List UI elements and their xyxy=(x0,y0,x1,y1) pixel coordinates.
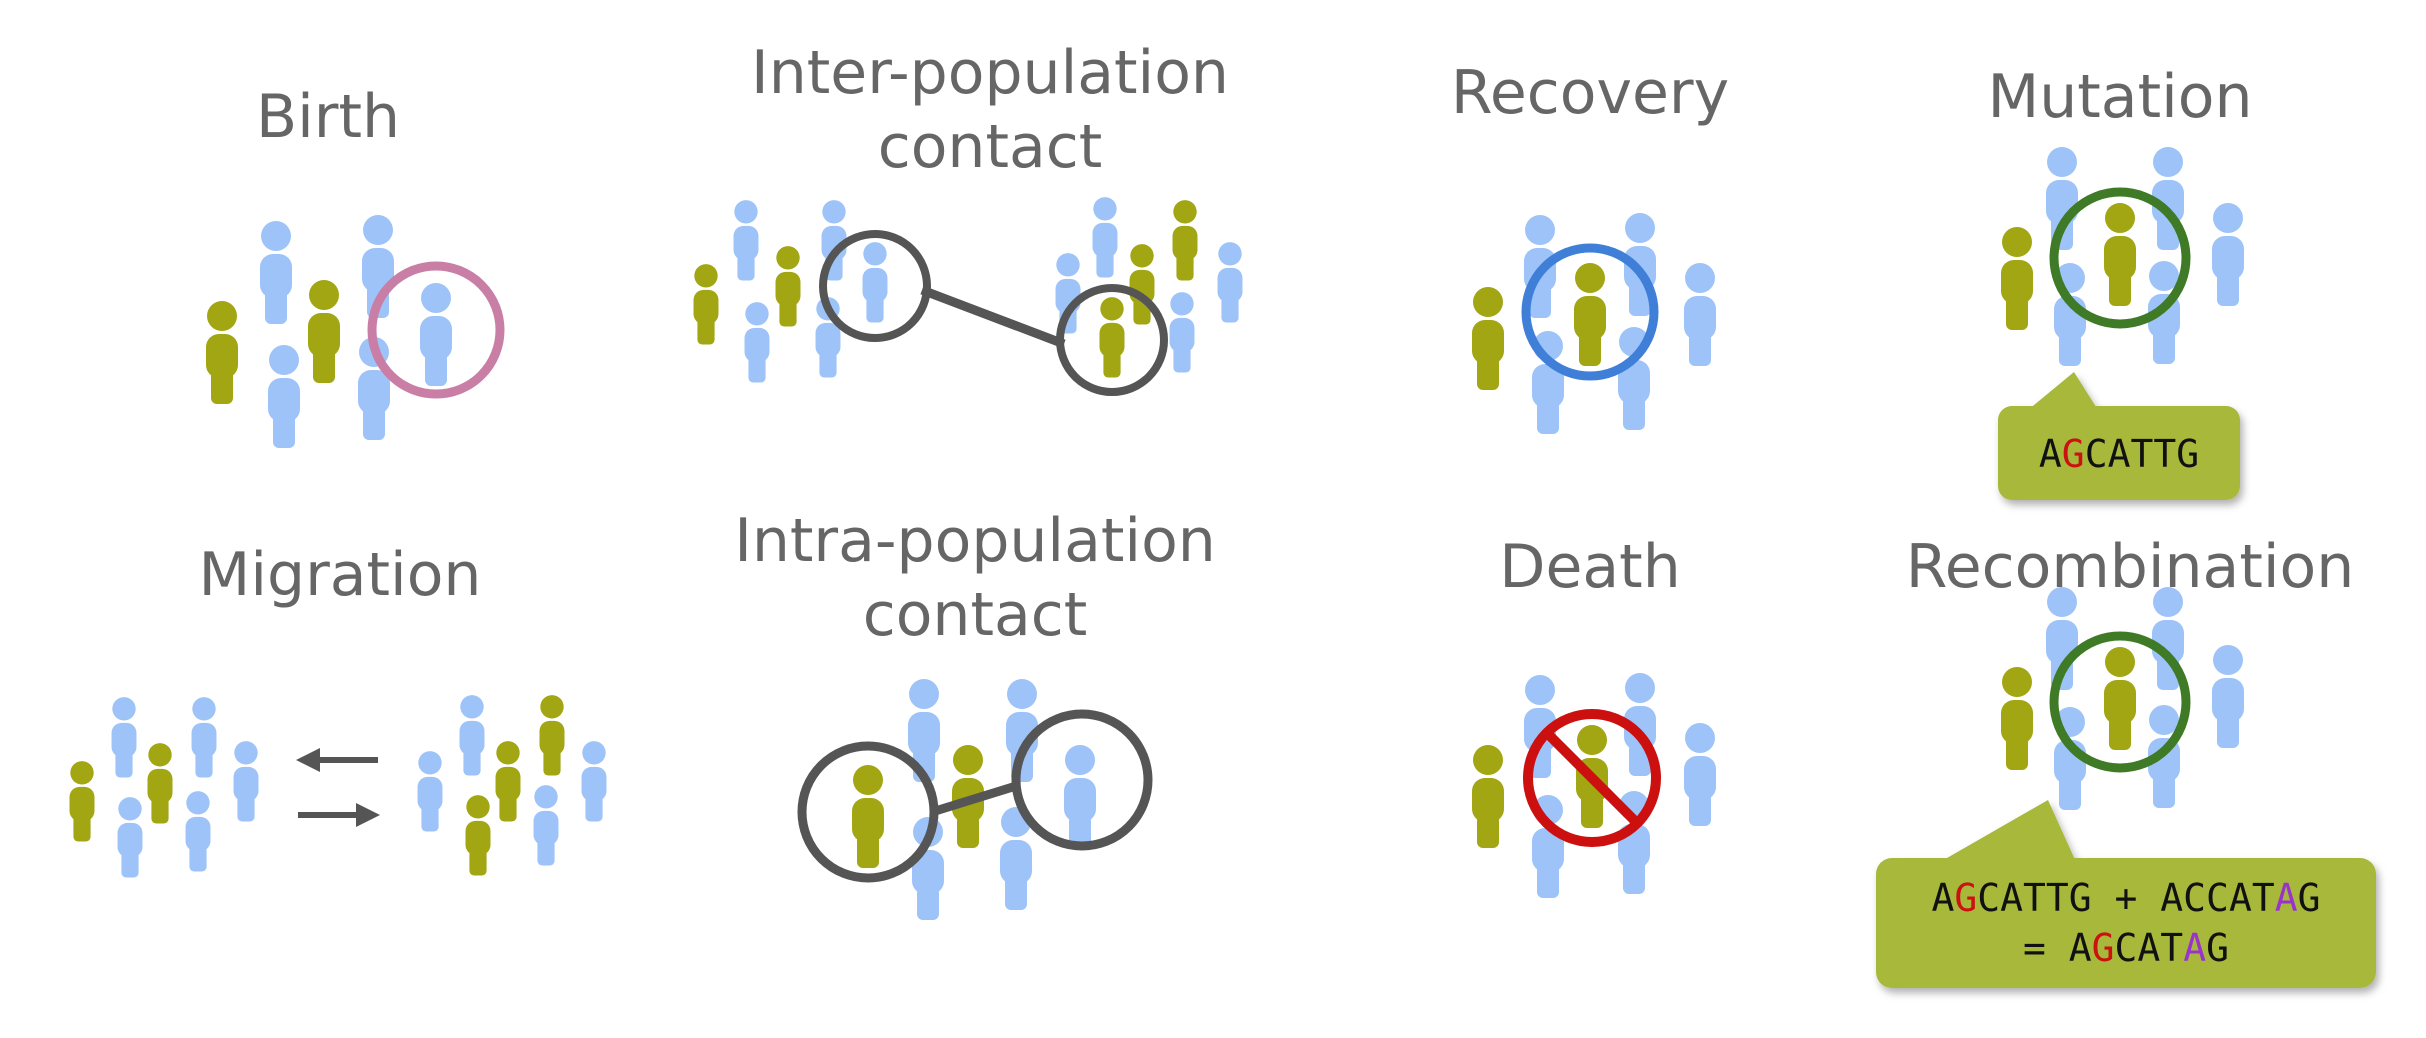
mutation-sequence: AGCATTG xyxy=(1998,428,2240,480)
inter-contact-connector-line-icon xyxy=(920,285,1066,349)
recombination-callout xyxy=(1876,800,2376,988)
person-icon xyxy=(260,221,292,324)
recombination-sequence-line1: AGCATTG + ACCATAG xyxy=(1876,872,2376,924)
mutation-circle-icon xyxy=(2049,187,2191,329)
person-icon xyxy=(308,280,340,383)
recomb-l2-part: G xyxy=(2206,926,2229,970)
recombination-circle-icon xyxy=(2049,631,2191,773)
person-icon xyxy=(268,345,300,448)
recomb-l2-part: CAT xyxy=(2114,926,2184,970)
inter-population-title-line1: Inter-population xyxy=(751,38,1229,108)
birth-title: Birth xyxy=(255,82,401,152)
recombination-title: Recombination xyxy=(1905,532,2355,602)
birth-population xyxy=(206,215,505,448)
migration-diagram xyxy=(69,695,607,878)
intra-contact-connector-line-icon xyxy=(930,781,1018,817)
recovery-title: Recovery xyxy=(1450,58,1730,128)
recovery-circle-icon xyxy=(1521,243,1659,381)
person-icon xyxy=(420,283,452,386)
recomb-l1-part: CATTG + ACCAT xyxy=(1977,876,2275,920)
mutation-callout xyxy=(1998,372,2240,500)
intra-population-diagram xyxy=(797,679,1153,920)
recomb-l2-red-base: G xyxy=(2091,926,2115,970)
death-title: Death xyxy=(1499,532,1681,602)
mutation-seq-mutated-base: G xyxy=(2061,432,2085,476)
recomb-l1-purple-base: A xyxy=(2274,876,2298,920)
recombination-sequence-line2: = AGCATAG xyxy=(1876,922,2376,974)
migration-arrow-left-icon xyxy=(296,748,378,772)
recomb-l1-part: A xyxy=(1931,876,1955,920)
recomb-l2-part: = A xyxy=(2023,926,2092,970)
recomb-l1-part: G xyxy=(2297,876,2321,920)
intra-population-title-line1: Intra-population xyxy=(734,506,1216,576)
migration-arrow-right-icon xyxy=(298,803,380,827)
recovery-diagram xyxy=(1472,213,1716,434)
birth-highlight-circle-icon xyxy=(367,261,505,399)
inter-population-title-line2: contact xyxy=(877,112,1103,182)
inter-contact-circle-icon xyxy=(1056,284,1168,396)
recomb-l2-purple-base: A xyxy=(2183,926,2207,970)
recombination-diagram xyxy=(1876,587,2376,988)
intra-population-title-line2: contact xyxy=(862,580,1088,650)
inter-contact-circle-icon xyxy=(819,230,931,342)
mutation-seq-post: CATTG xyxy=(2084,432,2200,476)
recomb-l1-red-base: G xyxy=(1954,876,1978,920)
person-icon xyxy=(206,301,238,404)
mutation-diagram xyxy=(1998,147,2244,500)
intra-contact-circle-icon xyxy=(797,741,939,883)
migration-title: Migration xyxy=(198,540,482,610)
intra-contact-circle-icon xyxy=(1011,709,1153,851)
death-diagram xyxy=(1472,673,1716,898)
inter-population-diagram xyxy=(693,197,1243,396)
mutation-seq-pre: A xyxy=(2038,432,2062,476)
death-prohibited-icon xyxy=(1523,709,1661,847)
mutation-title: Mutation xyxy=(1987,62,2253,132)
